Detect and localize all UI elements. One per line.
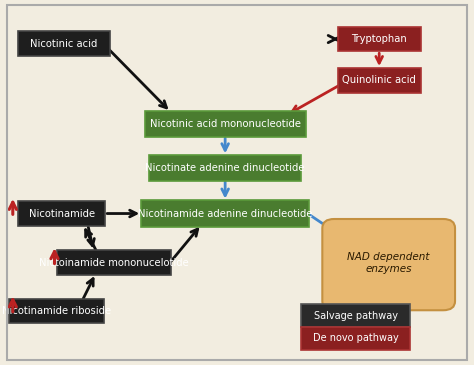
- Text: Nicotinamide adenine dinucleotide: Nicotinamide adenine dinucleotide: [138, 208, 312, 219]
- Text: Nicotinic acid mononucleotide: Nicotinic acid mononucleotide: [150, 119, 301, 129]
- FancyBboxPatch shape: [141, 200, 309, 227]
- FancyBboxPatch shape: [337, 27, 421, 51]
- Text: NAD dependent
enzymes: NAD dependent enzymes: [347, 252, 430, 274]
- Text: Salvage pathway: Salvage pathway: [313, 311, 398, 321]
- FancyBboxPatch shape: [149, 155, 301, 181]
- FancyBboxPatch shape: [322, 219, 455, 310]
- Text: Nicotinate adenine dinucleotide: Nicotinate adenine dinucleotide: [146, 163, 305, 173]
- FancyBboxPatch shape: [18, 31, 110, 56]
- Text: Tryptophan: Tryptophan: [351, 34, 407, 44]
- Text: De novo pathway: De novo pathway: [313, 333, 398, 343]
- Text: Nicotinic acid: Nicotinic acid: [30, 39, 98, 49]
- FancyBboxPatch shape: [18, 201, 105, 226]
- FancyBboxPatch shape: [337, 68, 421, 93]
- Text: Nicotinamide: Nicotinamide: [28, 208, 95, 219]
- FancyBboxPatch shape: [9, 299, 104, 323]
- FancyBboxPatch shape: [145, 111, 306, 137]
- Text: Quinolinic acid: Quinolinic acid: [342, 75, 416, 85]
- FancyBboxPatch shape: [57, 250, 171, 275]
- Text: Nictoinamide mononucelotide: Nictoinamide mononucelotide: [39, 258, 189, 268]
- Text: Nicotinamide riboside: Nicotinamide riboside: [2, 306, 111, 316]
- FancyBboxPatch shape: [301, 304, 410, 327]
- FancyBboxPatch shape: [301, 327, 410, 350]
